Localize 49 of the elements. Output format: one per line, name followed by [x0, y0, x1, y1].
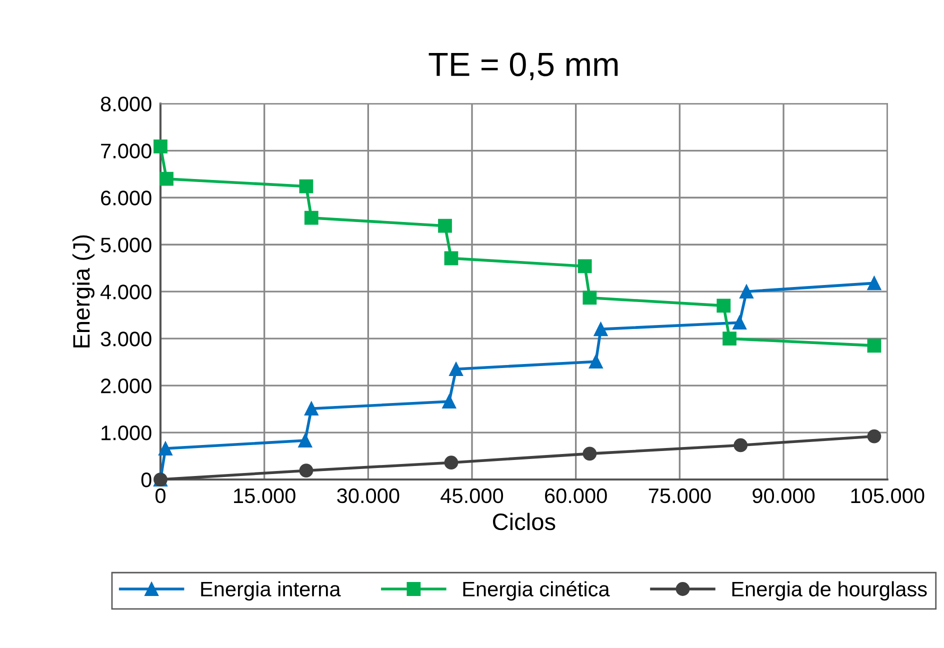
y-tick-label: 7.000 [101, 144, 152, 158]
point [444, 251, 458, 266]
x-tick-label: 60.000 [545, 488, 607, 504]
point [582, 446, 597, 461]
point [304, 210, 318, 225]
legend-label: Energia interna [201, 581, 341, 601]
point [578, 259, 592, 274]
point [304, 402, 318, 416]
x-tick-label: 15.000 [234, 488, 296, 504]
point [588, 354, 603, 369]
point [716, 298, 731, 313]
y-tick-label: 4.000 [100, 284, 152, 300]
x-tick-label: 75.000 [648, 488, 711, 504]
y-axis-title: Energia (J) [72, 235, 94, 348]
point [444, 456, 458, 470]
y-tick-label: 0 [141, 472, 152, 488]
x-tick-label: 30.000 [337, 488, 400, 504]
point [449, 362, 464, 376]
point [740, 284, 754, 299]
legend-label: Energia de hourglass [732, 581, 927, 601]
point [299, 464, 314, 478]
point [582, 290, 597, 305]
x-tick-label: 45.000 [440, 488, 504, 504]
y-tick-label: 5.000 [100, 238, 152, 252]
point [154, 139, 168, 154]
y-tick-label: 2.000 [101, 378, 152, 394]
point [442, 394, 456, 408]
point [734, 438, 748, 452]
y-tick-label: 6.000 [101, 190, 152, 206]
x-tick-label: 105.000 [851, 488, 924, 504]
point [732, 316, 747, 330]
point [867, 338, 882, 353]
y-tick-label: 8.000 [100, 96, 152, 112]
point [158, 442, 172, 456]
point [722, 332, 736, 346]
point [594, 322, 608, 336]
point [298, 434, 312, 448]
point [160, 172, 174, 186]
point [299, 179, 314, 194]
x-axis-title: Ciclos [492, 512, 556, 530]
x-tick-label: 0 [156, 488, 166, 504]
x-tick-label: 90.000 [752, 488, 815, 504]
y-tick-label: 3.000 [100, 332, 152, 346]
chart-title: TE = 0,5 mm [428, 52, 618, 80]
point [438, 218, 452, 233]
point [867, 276, 882, 290]
y-tick-label: 1.000 [102, 426, 152, 440]
point [867, 429, 882, 444]
legend-label: Energia cinética [463, 580, 610, 601]
